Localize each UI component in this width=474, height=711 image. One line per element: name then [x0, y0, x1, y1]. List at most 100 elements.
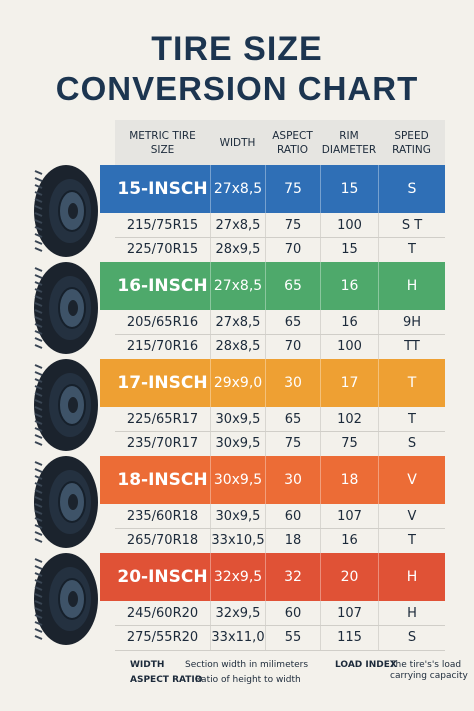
table-cell: 235/60R18: [126, 508, 199, 524]
tread: [34, 517, 43, 522]
tread: [34, 198, 43, 203]
tread: [34, 385, 43, 390]
tread: [34, 392, 43, 397]
tread: [34, 531, 43, 536]
group-cell: V: [378, 456, 445, 504]
hub: [68, 591, 78, 607]
table-cell: 15: [320, 237, 378, 262]
tread: [34, 337, 43, 342]
tread: [34, 628, 43, 633]
table-cell: 55: [265, 625, 320, 650]
tread: [34, 565, 43, 570]
tread: [34, 510, 43, 515]
tread: [34, 233, 43, 238]
tread: [34, 496, 43, 501]
group-cell: T: [378, 359, 445, 407]
tread: [34, 621, 43, 626]
tread: [34, 240, 43, 245]
tread: [34, 205, 43, 210]
table-cell: 265/70R18: [126, 533, 199, 549]
table-cell: 100: [320, 213, 378, 238]
group-band: [100, 262, 445, 310]
tread: [34, 399, 43, 404]
tread: [34, 635, 43, 640]
group-cell: 17-INSCH: [117, 373, 208, 393]
table-cell: 30x9,5: [210, 504, 265, 529]
footer-term: ASPECT RATIO: [130, 675, 203, 685]
tread: [34, 434, 43, 439]
table-cell: 28x9,5: [210, 237, 265, 262]
table-cell: 60: [265, 504, 320, 529]
row-divider: [115, 528, 445, 529]
table-cell: 107: [320, 504, 378, 529]
header-bg: [115, 120, 445, 165]
row-divider: [115, 431, 445, 432]
table-cell: 65: [265, 310, 320, 335]
group-cell: 18: [320, 456, 378, 504]
group-cell: 20-INSCH: [117, 567, 208, 587]
table-cell: 235/70R17: [126, 436, 199, 452]
table-cell: 70: [265, 334, 320, 359]
tread: [34, 309, 43, 314]
tread: [34, 586, 43, 591]
group-cell: 27x8,5: [210, 262, 265, 310]
hub: [68, 397, 78, 413]
table-cell: 28x8,5: [210, 334, 265, 359]
hub: [68, 300, 78, 316]
table-cell: 275/55R20: [126, 630, 199, 646]
table-cell: 225/70R15: [126, 242, 199, 258]
title: CONVERSION CHART: [55, 70, 419, 107]
column-header: RIM DIAMETER: [321, 129, 377, 156]
tread: [34, 441, 43, 446]
table-cell: 16: [320, 310, 378, 335]
table-cell: H: [378, 601, 445, 626]
tread: [34, 593, 43, 598]
column-header: METRIC TIRE SIZE: [129, 129, 196, 156]
table-cell: S T: [378, 213, 445, 238]
group-cell: 30x9,5: [210, 456, 265, 504]
group-cell: H: [378, 262, 445, 310]
tread: [34, 184, 43, 189]
tread: [34, 378, 43, 383]
tread: [34, 600, 43, 605]
tread: [34, 364, 43, 369]
group-band: [100, 456, 445, 504]
table-cell: 115: [320, 625, 378, 650]
table-cell: 107: [320, 601, 378, 626]
table-cell: 102: [320, 407, 378, 432]
table-cell: V: [378, 504, 445, 529]
tread: [34, 330, 43, 335]
table-cell: 27x8,5: [210, 310, 265, 335]
tread: [34, 288, 43, 293]
table-cell: 225/65R17: [126, 411, 199, 427]
row-divider: [115, 649, 445, 651]
footer-term: WIDTH: [130, 660, 165, 670]
tread: [34, 177, 43, 182]
row-divider: [115, 334, 445, 335]
tread: [34, 226, 43, 231]
table-cell: 75: [265, 431, 320, 456]
tread: [34, 371, 43, 376]
table-cell: T: [378, 237, 445, 262]
group-cell: 20: [320, 553, 378, 601]
table-cell: 32x9,5: [210, 601, 265, 626]
group-band: [100, 553, 445, 601]
table-cell: 75: [320, 431, 378, 456]
table-cell: TT: [378, 334, 445, 359]
tread: [34, 572, 43, 577]
table-cell: 70: [265, 237, 320, 262]
footer-text: Section width in milimeters: [185, 660, 309, 670]
table-cell: S: [378, 431, 445, 456]
group-cell: 30: [265, 456, 320, 504]
table-cell: 75: [265, 213, 320, 238]
tread: [34, 295, 43, 300]
tread: [34, 219, 43, 224]
table-cell: 33x10,5: [210, 528, 265, 553]
tread: [34, 558, 43, 563]
tread: [34, 524, 43, 529]
column-header: WIDTH: [219, 136, 256, 149]
tread: [34, 614, 43, 619]
tread: [34, 489, 43, 494]
group-cell: 30: [265, 359, 320, 407]
group-cell: S: [378, 165, 445, 213]
